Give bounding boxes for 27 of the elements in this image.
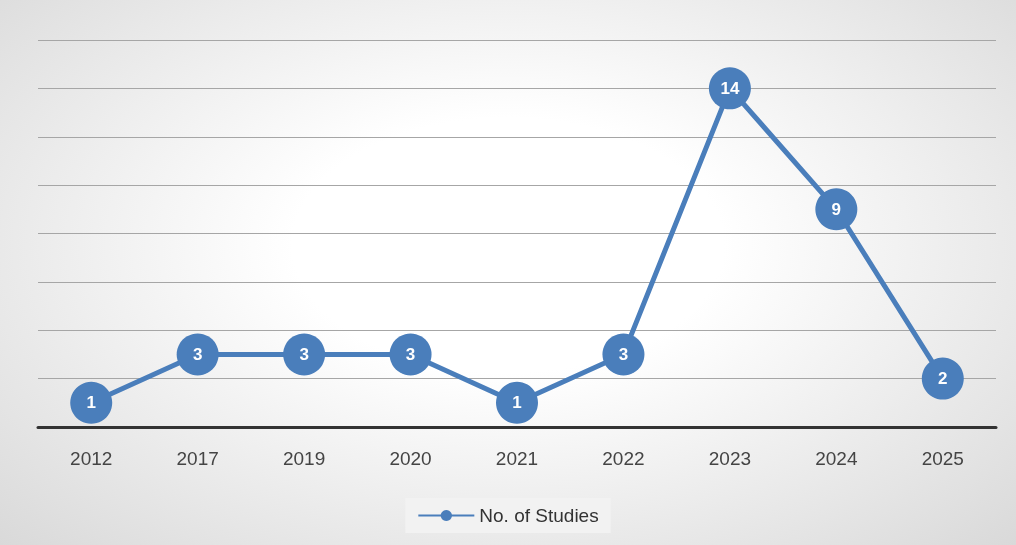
x-tick-label: 2023 bbox=[708, 448, 752, 469]
data-label: 1 bbox=[86, 393, 96, 413]
legend-label: No. of Studies bbox=[479, 505, 599, 526]
data-label: 3 bbox=[405, 344, 416, 364]
x-tick-label: 2020 bbox=[389, 448, 432, 469]
point bbox=[70, 381, 113, 424]
x-tick-label: 2019 bbox=[282, 448, 326, 469]
point bbox=[602, 333, 645, 376]
point bbox=[283, 333, 326, 376]
data-label: 2 bbox=[938, 369, 948, 389]
x-tick-label: 2024 bbox=[815, 448, 858, 469]
point bbox=[815, 188, 858, 231]
point bbox=[389, 333, 432, 376]
data-label: 3 bbox=[192, 344, 203, 364]
x-tick-label: 2025 bbox=[921, 448, 964, 469]
x-tick-label: 2012 bbox=[70, 448, 113, 469]
data-label: 14 bbox=[720, 78, 740, 98]
point bbox=[176, 333, 219, 376]
x-tick-label: 2022 bbox=[602, 448, 645, 469]
x-tick-label: 2021 bbox=[495, 448, 539, 469]
x-tick-label: 2017 bbox=[176, 448, 219, 469]
point bbox=[496, 381, 538, 424]
data-label: 9 bbox=[831, 199, 842, 219]
data-label: 3 bbox=[299, 344, 309, 364]
data-label: 1 bbox=[512, 393, 522, 413]
data-label: 3 bbox=[618, 344, 629, 364]
point bbox=[921, 357, 964, 400]
